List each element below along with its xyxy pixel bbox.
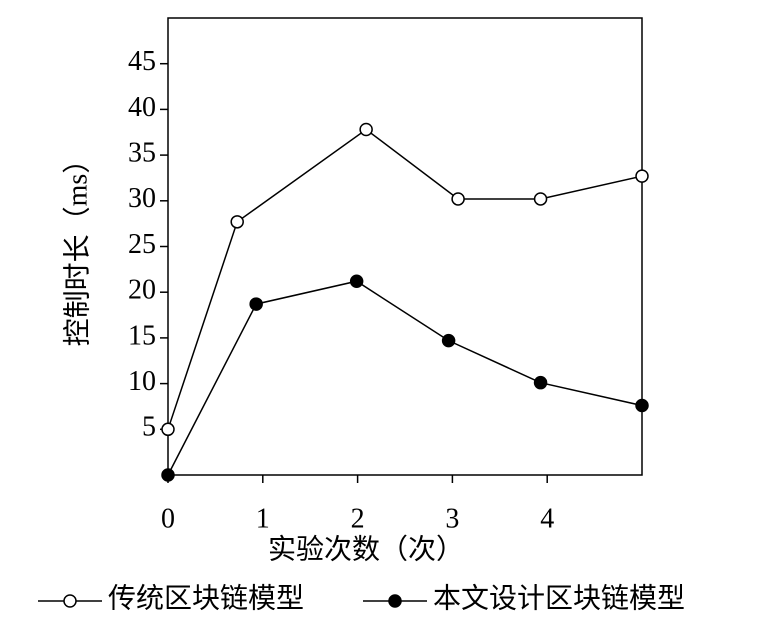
y-tick-label: 45 [128,46,156,77]
legend-label: 传统区块链模型 [108,582,304,614]
data-point [635,398,649,413]
x-tick-label: 1 [256,503,270,534]
y-tick-label: 20 [128,275,156,306]
plot-frame [167,17,643,476]
data-point [161,422,175,437]
y-tick-label: 15 [128,320,156,351]
data-point [161,468,175,482]
x-tick-label: 0 [161,503,175,534]
data-point [249,297,263,311]
y-axis-label: 控制时长（ms） [61,146,93,347]
data-point [533,375,548,390]
y-tick-label: 30 [128,183,156,214]
series-line [167,128,643,430]
y-tick-label: 35 [128,138,156,169]
y-tick-label: 25 [128,229,156,260]
data-point [349,274,364,288]
x-tick-label: 4 [540,503,554,534]
x-axis-label: 实验次数（次） [268,533,464,565]
y-tick-label: 5 [142,412,156,443]
data-point [230,215,244,229]
y-tick-label: 40 [128,92,156,123]
legend-marker [388,594,402,608]
x-tick-label: 2 [351,503,365,534]
series-line [167,280,643,476]
data-point [359,122,373,137]
data-point [533,192,548,206]
x-tick-label: 3 [445,503,459,534]
legend-label: 本文设计区块链模型 [433,582,685,614]
y-tick-label: 10 [128,366,156,397]
data-point [635,169,649,183]
data-point [451,192,465,206]
legend-marker [63,594,77,608]
data-point [441,333,456,348]
